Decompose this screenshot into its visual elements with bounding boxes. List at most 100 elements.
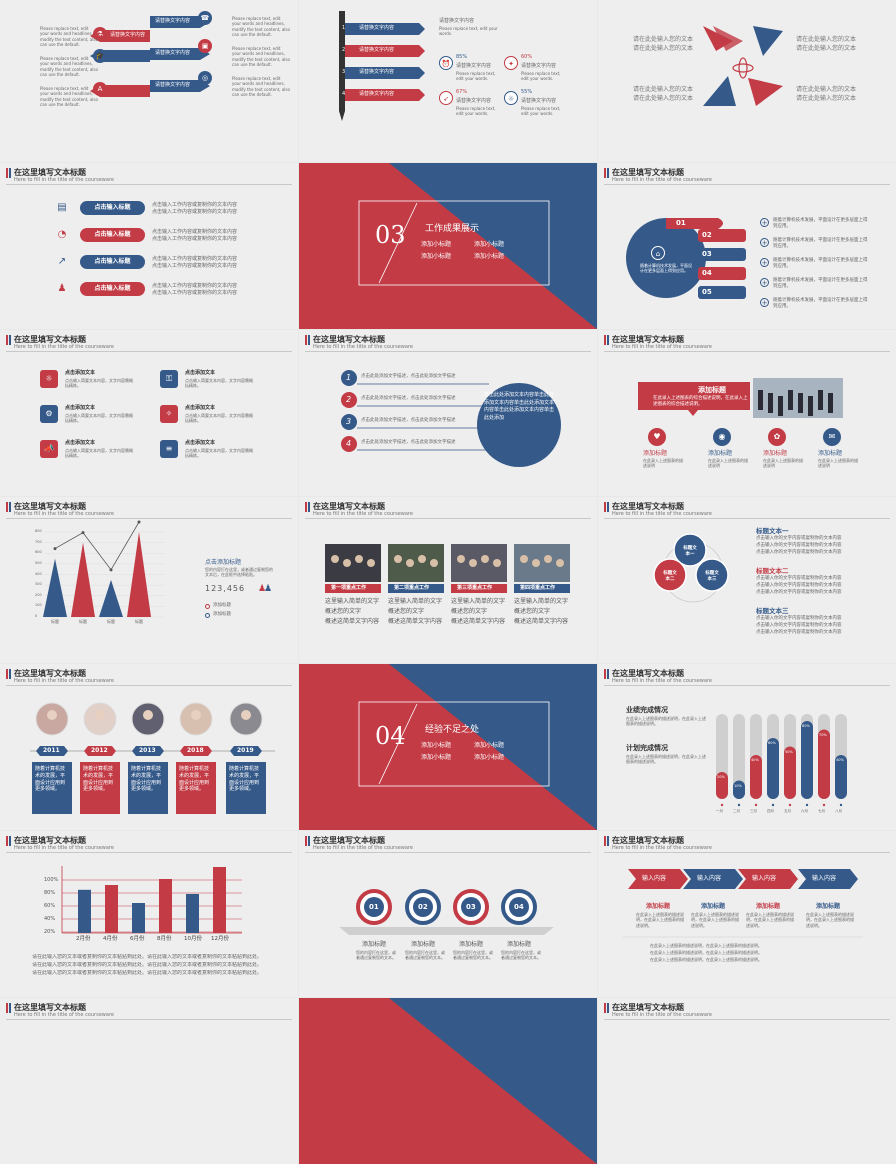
tick-label: 500	[35, 560, 42, 565]
header-accent	[604, 335, 609, 345]
photo-caption: 第四项重点工作	[520, 585, 556, 591]
section-sub: 添加小标题	[474, 253, 505, 260]
slide-s15[interactable]: 在这里填写文本标题 Here to fill in the title of th…	[598, 664, 896, 830]
bar-fill	[835, 755, 847, 799]
arrow-label: 请替换文字内容	[110, 32, 146, 38]
accent-blue-bar	[9, 502, 11, 512]
header-divider	[305, 351, 591, 352]
axis-dot	[720, 803, 724, 807]
category-label: 三月	[750, 809, 757, 813]
plus-icon[interactable]: +	[760, 218, 769, 227]
slide-s8[interactable]: 在这里填写文本标题 Here to fill in the title of th…	[299, 330, 597, 496]
slide-s20[interactable]	[299, 998, 597, 1164]
year-tag	[132, 746, 164, 756]
slide-s10[interactable]: 在这里填写文本标题 Here to fill in the title of th…	[0, 497, 298, 663]
title-button[interactable]: 点击输入标题	[80, 282, 145, 296]
body-text: 点击输入简要文本内容，文字内容需概括精炼。	[185, 413, 253, 424]
text-line: 请在此处输入您的文本	[633, 36, 694, 43]
slide-s2[interactable]: 请替换文字内容 1 请替换文字内容 2 请替换文字内容 3 请替换文字内容 4 请替换文字内容 P…	[299, 0, 597, 162]
number-circle	[341, 436, 357, 452]
slide-s3[interactable]: 请在此处输入您的文本 请在此处输入您的文本 请在此处输入您的文本 请在此处输入您的文本…	[598, 0, 896, 162]
tab	[698, 248, 746, 261]
caption-bar	[514, 584, 570, 593]
caption-bar	[451, 584, 507, 593]
slide-s9[interactable]: 在这里填写文本标题 Here to fill in the title of th…	[598, 330, 896, 496]
title-button[interactable]: 点击输入标题	[80, 201, 145, 215]
title-button[interactable]: 点击输入标题	[80, 255, 145, 269]
tab-number: 02	[702, 231, 712, 239]
slide-s12[interactable]: 在这里填写文本标题 Here to fill in the title of th…	[598, 497, 896, 663]
header-accent	[6, 669, 11, 679]
slide-graphics	[299, 998, 597, 1164]
header-divider	[604, 351, 890, 352]
badge-icon: ◉	[713, 428, 731, 446]
arrow-right	[150, 80, 210, 92]
header-accent	[6, 836, 11, 846]
slide-s14[interactable]: 04 经验不足之处 添加小标题 添加小标题 添加小标题 添加小标题	[299, 664, 597, 830]
bar-fill	[716, 772, 728, 799]
tick-label: 300	[35, 582, 42, 587]
body-text: 随着计算机技术发展，平面设计在更多层面上得到应用。	[773, 218, 868, 230]
section-title: 经验不足之处	[425, 725, 480, 735]
slide-subtitle: Here to fill in the title of the coursew…	[14, 678, 114, 684]
slide-s11[interactable]: 在这里填写文本标题 Here to fill in the title of th…	[299, 497, 597, 663]
slide-s17[interactable]: 在这里填写文本标题 Here to fill in the title of th…	[299, 831, 597, 997]
arrow-label: 请替换文字内容	[155, 50, 191, 56]
percent: 60%	[521, 54, 533, 60]
body-text: 您的内容打在这里，或者通过复制您的文本。	[501, 950, 541, 961]
body-line: 概述这简单文字内容	[325, 618, 380, 625]
slide-s18[interactable]: 在这里填写文本标题 Here to fill in the title of th…	[598, 831, 896, 997]
triangle-mark	[43, 558, 67, 617]
slide-graphics	[703, 26, 783, 106]
slide-graphics	[299, 163, 597, 329]
photo-person	[394, 555, 402, 563]
header-accent	[6, 335, 11, 345]
number-core	[413, 897, 433, 917]
title-button[interactable]: 点击输入标题	[80, 228, 145, 242]
slide-s16[interactable]: 在这里填写文本标题 Here to fill in the title of th…	[0, 831, 298, 997]
slide-subtitle: Here to fill in the title of the coursew…	[14, 344, 114, 350]
axis-dot	[788, 803, 792, 807]
trend-point	[109, 568, 113, 572]
body-text: 在此录入上述图表的描述说明，在此录入上述图表的描述说明。	[650, 957, 762, 962]
side-title: 点击添加标题	[205, 559, 242, 566]
plus-icon[interactable]: +	[760, 258, 769, 267]
slide-s13[interactable]: 在这里填写文本标题 Here to fill in the title of th…	[0, 664, 298, 830]
slide-s5[interactable]: 03 工作成果展示 添加小标题 添加小标题 添加小标题 添加小标题	[299, 163, 597, 329]
icon-label: 添加标题	[763, 450, 788, 457]
body-text: 点击输入你的文字内容或复制你的文本内容	[756, 630, 842, 635]
year-tag	[230, 746, 262, 756]
caption-bar	[325, 584, 381, 593]
number-label: 4	[346, 439, 352, 448]
body-text: Please replace text, edit your words and…	[232, 46, 290, 68]
slide-s7[interactable]: 在这里填写文本标题 Here to fill in the title of th…	[0, 330, 298, 496]
slide-s21[interactable]: 在这里填写文本标题 Here to fill in the title of th…	[598, 998, 896, 1164]
body-text: 在此录入上述图表的描述说明，在此录入上述图表的描述说明。	[650, 943, 762, 948]
slide-title: 在这里填写文本标题	[14, 502, 86, 511]
axis-dot	[839, 803, 843, 807]
header-divider	[6, 852, 292, 853]
heart-icon: ♥	[648, 428, 666, 446]
person-icon: ♟	[258, 584, 267, 594]
red-panel	[299, 664, 597, 830]
atom-ring	[732, 63, 754, 73]
plus-icon[interactable]: +	[760, 238, 769, 247]
chevron-step	[738, 869, 798, 889]
slide-s1[interactable]: 请替换文字内容 请替换文字内容 请替换文字内容 请替换文字内容 ⚗ 🎓 A ☎ ▣ ◎ Please…	[0, 0, 298, 162]
body-text: 请在此输入您的文本或者复制你的文本粘贴到此处。请在此输入您的文本或者复制你的文本…	[32, 962, 263, 968]
plus-icon[interactable]: +	[760, 298, 769, 307]
slide-subtitle: Here to fill in the title of the coursew…	[612, 511, 712, 517]
slide-s4[interactable]: 在这里填写文本标题 Here to fill in the title of th…	[0, 163, 298, 329]
slide-s19[interactable]: 在这里填写文本标题 Here to fill in the title of th…	[0, 998, 298, 1164]
body-text: 点击输入工作内容或复制你的文本内容	[152, 263, 238, 269]
chat-icon: ✉	[823, 428, 841, 446]
slide-title: 在这里填写文本标题	[14, 1003, 86, 1012]
plus-icon[interactable]: +	[760, 278, 769, 287]
step-title: 添加标题	[816, 903, 841, 910]
phone-icon: ☎	[198, 11, 212, 25]
slide-s6[interactable]: 在这里填写文本标题 Here to fill in the title of th…	[598, 163, 896, 329]
slide-subtitle: Here to fill in the title of the coursew…	[612, 344, 712, 350]
item-title: 点击添加文本	[65, 440, 96, 446]
bulb-icon: ☼	[40, 370, 58, 388]
category-label: 4月份	[103, 936, 118, 942]
